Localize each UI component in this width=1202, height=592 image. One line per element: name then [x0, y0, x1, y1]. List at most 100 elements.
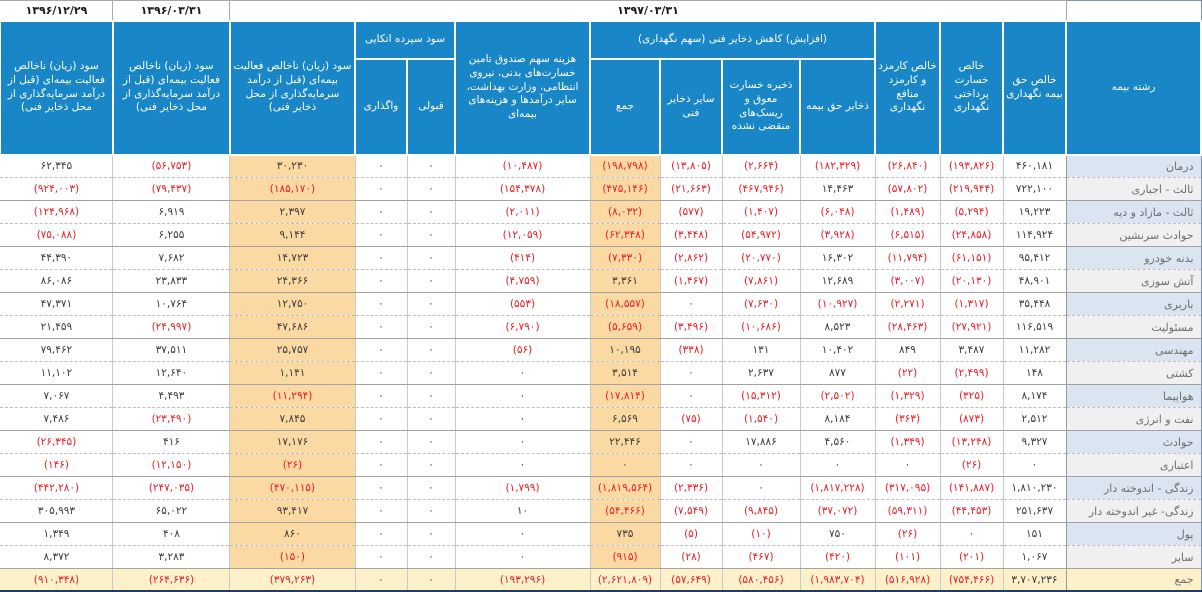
- cell: ۰: [354, 545, 408, 569]
- cell: ۸,۵۲۳: [799, 315, 876, 339]
- row-label: زندگی - اندوخته دار: [1065, 476, 1201, 500]
- cell: ۷۹,۴۶۲: [0, 338, 114, 362]
- cell: (۲۰۱): [939, 545, 1004, 569]
- cell: ۴۴,۳۹۰: [0, 246, 114, 270]
- cell: ۰: [354, 269, 408, 293]
- cell: ۶۵,۰۲۲: [112, 499, 231, 523]
- cell: (۵,۲۹۴): [939, 200, 1004, 224]
- header-ceded: واگذاری: [354, 57, 408, 156]
- cell: ۹,۱۴۴: [229, 223, 356, 247]
- cell: (۱,۴۰۷): [721, 200, 801, 224]
- cell: (۷۵): [659, 407, 723, 431]
- cell: ۰: [354, 292, 408, 316]
- cell: (۵۷,۸۰۲): [874, 177, 941, 201]
- cell: ۰: [354, 154, 408, 178]
- header-insurance-line: رشته بیمه: [1065, 19, 1202, 156]
- cell: (۹,۸۴۵): [721, 499, 801, 523]
- cell: (۳,۴۴۸): [659, 223, 723, 247]
- cell: (۱۴۶): [0, 453, 114, 477]
- cell: ۷۳۵: [589, 522, 661, 546]
- cell: ۰: [406, 223, 456, 247]
- cell: ۷۵۰: [799, 522, 876, 546]
- table-row: ثالث - اجباری ۷۲۲,۱۰۰ (۲۱۹,۹۴۴) (۵۷,۸۰۲) ۱۴,…: [0, 177, 1201, 201]
- cell: ۹,۳۲۷: [1002, 430, 1067, 454]
- cell: (۳۶۳): [874, 407, 941, 431]
- cell: ۰: [406, 177, 456, 201]
- cell: (۴۲۰): [799, 545, 876, 569]
- cell: ۸۴۹: [874, 338, 941, 362]
- header-outstanding-claims-reserve: ذخیره خسارت معوق و ریسک‌های منقضی نشده: [721, 57, 801, 156]
- date-1396-03: ۱۳۹۶/۰۳/۳۱: [112, 0, 231, 21]
- cell: (۵۴,۴۶۶): [589, 499, 661, 523]
- cell: ۶,۹۱۹: [112, 200, 231, 224]
- cell: (۲۸,۴۶۳): [874, 315, 941, 339]
- header-fund-expense: هزینه سهم صندوق تامین خسارت‌های بدنی، نی…: [454, 19, 591, 156]
- date-1397: ۱۳۹۷/۰۳/۳۱: [229, 0, 1067, 21]
- cell: ۳۵,۴۴۸: [1002, 292, 1067, 316]
- cell: (۷,۵۴۹): [659, 499, 723, 523]
- cell: (۲۴,۸۵۸): [939, 223, 1004, 247]
- cell: (۱,۳۴۹): [874, 430, 941, 454]
- header-gross-profit-1396-03: سود (زیان) ناخالص فعالیت بیمه‌ای (قبل از…: [111, 19, 231, 156]
- header-gross-profit-1397: سود (زیان) ناخالص فعالیت بیمه‌ای (قبل از…: [228, 19, 357, 156]
- cell: ۴,۵۶۰: [799, 430, 876, 454]
- row-label: سایر: [1065, 545, 1201, 569]
- cell: (۳,۹۲۸): [799, 223, 876, 247]
- cell: ۰: [454, 384, 591, 408]
- cell: ۱۰,۱۹۵: [589, 338, 661, 362]
- cell: (۱,۵۴۰): [721, 407, 801, 431]
- cell: ۱۰,۷۶۴: [112, 292, 231, 316]
- cell: ۰: [354, 384, 408, 408]
- cell: (۱۱,۷۹۴): [874, 246, 941, 270]
- header-reserves-total: جمع: [589, 57, 661, 156]
- cell: ۰: [659, 384, 723, 408]
- cell: (۸,۰۳۲): [589, 200, 661, 224]
- cell: ۲۲,۴۴۶: [589, 430, 661, 454]
- cell: ۸,۱۷۴: [1002, 384, 1067, 408]
- cell: (۲۶): [874, 522, 941, 546]
- cell: ۰: [354, 522, 408, 546]
- cell: (۱,۹۸۳,۷۰۴): [799, 568, 876, 592]
- cell: (۱۳,۸۰۵): [659, 154, 723, 178]
- cell: ۰: [354, 568, 408, 592]
- table-row: درمان ۴۶۰,۱۸۱ (۱۹۳,۸۲۶) (۲۶,۸۴۰) (۱۸۲,۳۲۹) (۲…: [0, 154, 1201, 178]
- cell: ۰: [406, 545, 456, 569]
- cell: ۰: [454, 407, 591, 431]
- cell: (۱,۳۲۹): [874, 384, 941, 408]
- cell: ۰: [721, 453, 801, 477]
- cell: (۱۰,۴۸۷): [454, 154, 591, 178]
- cell: (۱۰۱): [874, 545, 941, 569]
- cell: ۱۴,۷۲۳: [229, 246, 356, 270]
- cell: (۳۷,۰۷۲): [799, 499, 876, 523]
- cell: (۲,۳۳۶): [659, 476, 723, 500]
- cell: (۴۴,۴۵۳): [939, 499, 1004, 523]
- cell: ۰: [354, 315, 408, 339]
- cell: (۱۲,۱۵۰): [112, 453, 231, 477]
- row-label: کشتی: [1065, 361, 1201, 385]
- cell: (۱۰): [721, 522, 801, 546]
- cell: (۵): [659, 522, 723, 546]
- cell: (۲۶): [939, 453, 1004, 477]
- table-row: حوادث ۹,۳۲۷ (۱۳,۲۴۸) (۱,۳۴۹) ۴,۵۶۰ ۱۷,۸۸۶ ۰ ۲۲,…: [0, 430, 1201, 454]
- cell: (۳,۴۹۶): [659, 315, 723, 339]
- table-body: درمان ۴۶۰,۱۸۱ (۱۹۳,۸۲۶) (۲۶,۸۴۰) (۱۸۲,۳۲۹) (۲…: [0, 154, 1201, 592]
- cell: ۲۱,۴۵۹: [0, 315, 114, 339]
- cell: ۱,۳۴۹: [0, 522, 114, 546]
- cell: (۲۷,۹۲۱): [939, 315, 1004, 339]
- cell: ۶۲,۳۴۵: [0, 154, 114, 178]
- cell: ۰: [454, 430, 591, 454]
- cell: ۱۴۸: [1002, 361, 1067, 385]
- table-row: زندگی - اندوخته دار ۱,۸۱۰,۲۳۰ (۱۴۱,۸۸۷) (۳۱…: [0, 476, 1201, 500]
- cell: (۲۱,۶۶۳): [659, 177, 723, 201]
- cell: (۲,۵۰۲): [799, 384, 876, 408]
- cell: ۲۵۱,۶۳۷: [1002, 499, 1067, 523]
- table-row: بدنه خودرو ۹۵,۴۱۲ (۶۱,۱۵۱) (۱۱,۷۹۴) ۱۶,۳۰۲ (۲…: [0, 246, 1201, 270]
- cell: ۰: [406, 269, 456, 293]
- table-row: هواپیما ۸,۱۷۴ (۳۲۵) (۱,۳۲۹) (۲,۵۰۲) (۱۵,۳۱۲) ۰…: [0, 384, 1201, 408]
- cell: ۰: [406, 292, 456, 316]
- cell: ۹۳,۴۱۷: [229, 499, 356, 523]
- cell: ۸,۳۷۲: [0, 545, 114, 569]
- cell: (۱۲۴,۹۶۸): [0, 200, 114, 224]
- cell: (۴۶۷,۹۴۶): [721, 177, 801, 201]
- cell: ۰: [406, 338, 456, 362]
